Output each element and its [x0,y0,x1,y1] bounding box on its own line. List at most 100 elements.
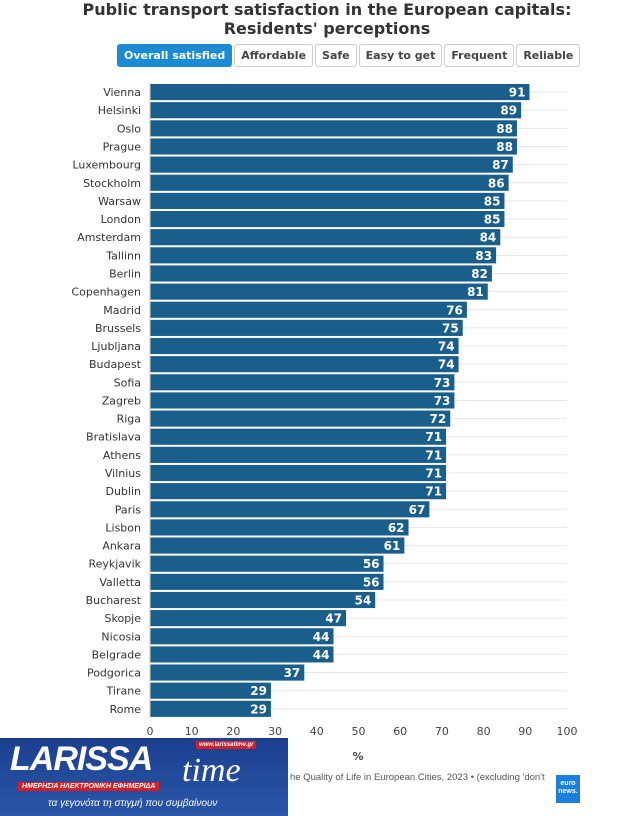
category-label: Luxembourg [72,159,141,172]
larissatime-watermark-logo: LARISSA time www.larissatime.gr ΗΜΕΡΗΣΙΑ… [0,738,288,816]
bar [150,319,463,336]
category-label: Rome [110,703,142,716]
data-label: 62 [388,521,405,535]
x-axis-label: % [352,750,363,763]
x-tick-label: 30 [268,725,282,738]
category-label: Lisbon [105,521,141,534]
bar [150,174,509,191]
chart-title: Public transport satisfaction in the Eur… [0,0,644,38]
bar [150,537,405,554]
category-label: Skopje [105,612,142,625]
data-label: 84 [480,231,497,245]
data-label: 71 [425,430,442,444]
bar [150,374,455,391]
data-label: 91 [509,86,526,100]
data-label: 87 [492,158,509,172]
bar [150,555,384,572]
data-label: 73 [434,394,451,408]
category-label: Athens [103,449,141,462]
x-tick-label: 0 [147,725,154,738]
data-label: 44 [313,630,330,644]
data-label: 71 [425,485,442,499]
category-label: Copenhagen [71,286,141,299]
bar [150,283,488,300]
bar [150,192,505,209]
data-label: 54 [354,593,371,607]
data-label: 89 [500,104,517,118]
bar [150,646,334,663]
category-label: Stockholm [83,177,141,190]
data-label: 85 [484,213,501,227]
x-tick-label: 90 [518,725,532,738]
x-tick-label: 20 [226,725,240,738]
data-label: 85 [484,194,501,208]
data-label: 88 [496,122,513,136]
data-label: 86 [488,176,505,190]
bar [150,446,447,463]
bar [150,664,305,681]
bar [150,501,430,518]
x-tick-label: 10 [185,725,199,738]
bar [150,120,517,137]
euronews-logo: euro news. [556,775,580,803]
data-label: 74 [438,340,455,354]
bar [150,210,505,228]
data-label: 56 [363,575,380,589]
bar [150,591,376,609]
category-label: Belgrade [92,648,142,661]
category-label: Tallinn [105,249,141,262]
data-label: 71 [425,448,442,462]
data-label: 56 [363,557,380,571]
category-label: Paris [115,503,141,516]
bar [150,301,467,318]
bar-chart: Vienna 91 Helsinki 89 Oslo 88 Prague 88 Luxembou… [71,83,578,763]
bar [150,519,409,536]
category-label: Vilnius [105,467,141,480]
tab-affordable[interactable]: Affordable [234,44,314,67]
category-label: Oslo [117,122,141,135]
category-label: Zagreb [102,394,141,407]
category-label: Berlin [109,267,141,280]
tab-bar: Overall satisfied Affordable Safe Easy t… [117,44,581,67]
data-label: 29 [250,702,267,716]
bar [150,356,459,373]
bar [150,102,522,119]
x-tick-label: 80 [477,725,491,738]
category-label: Brussels [95,322,141,335]
category-label: Budapest [89,358,142,371]
data-label: 73 [434,376,451,390]
tab-overall-satisfied[interactable]: Overall satisfied [117,44,233,67]
data-label: 74 [438,358,455,372]
bar [150,84,530,101]
data-label: 44 [313,648,330,662]
data-label: 72 [430,412,447,426]
data-label: 47 [325,612,342,626]
data-label: 61 [384,539,401,553]
tab-easy-to-get[interactable]: Easy to get [358,44,443,67]
data-label: 67 [409,503,426,517]
x-tick-label: 70 [435,725,449,738]
bar [150,392,455,409]
category-label: Podgorica [87,667,141,680]
bar [150,247,497,264]
category-label: Nicosia [101,630,141,643]
data-label: 37 [284,666,301,680]
category-label: Helsinki [98,104,141,117]
category-label: Warsaw [98,195,141,208]
data-label: 83 [475,249,492,263]
tab-frequent[interactable]: Frequent [444,44,515,67]
bar [150,682,271,699]
tab-safe[interactable]: Safe [315,44,357,67]
tab-reliable[interactable]: Reliable [516,44,581,67]
category-label: Valletta [99,576,141,589]
data-label: 88 [496,140,513,154]
data-label: 71 [425,467,442,481]
category-label: Dublin [105,485,141,498]
category-label: Bratislava [86,431,141,444]
source-note: he Quality of Life in European Cities, 2… [290,772,545,783]
x-tick-label: 100 [557,725,578,738]
bar [150,138,517,155]
data-label: 81 [467,285,484,299]
data-label: 76 [446,303,463,317]
